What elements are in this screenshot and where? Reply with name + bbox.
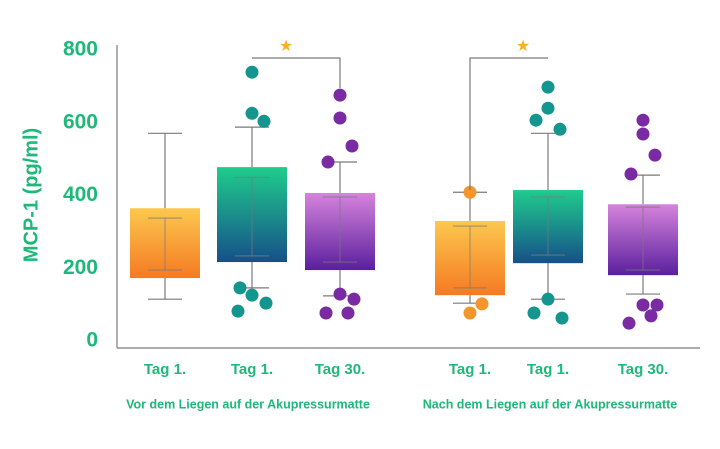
data-point [475,297,489,311]
data-point [333,111,347,125]
data-point [245,106,259,120]
data-point [463,306,477,320]
y-axis-label: MCP-1 (pg/ml) [20,128,42,262]
data-point [529,113,543,127]
data-point [347,292,361,306]
data-point [333,287,347,301]
y-tick-label: 0 [86,329,98,352]
data-point [259,296,273,310]
group-label: Nach dem Liegen auf der Akupressurmatte [423,397,678,411]
y-tick-label: 400 [63,183,98,206]
significance-star: ★ [279,38,293,55]
data-point [527,306,541,320]
x-tick-label: Tag 1. [231,361,273,378]
y-tick-label: 200 [63,256,98,279]
data-point [622,316,636,330]
y-tick-label: 800 [63,38,98,61]
data-point [624,167,638,181]
data-point [636,298,650,312]
x-tick-label: Tag 30. [315,361,366,378]
data-point [463,185,477,199]
y-tick-label: 600 [63,110,98,133]
significance-star: ★ [516,38,530,55]
data-point [345,139,359,153]
data-point [650,298,664,312]
data-point [648,148,662,162]
x-tick-label: Tag 1. [449,361,491,378]
data-point [553,122,567,136]
data-point [319,306,333,320]
data-point [321,155,335,169]
group-label: Vor dem Liegen auf der Akupressurmatte [126,397,370,411]
data-point [233,281,247,295]
data-point [541,80,555,94]
x-tick-label: Tag 1. [527,361,569,378]
data-point [555,311,569,325]
data-point [245,288,259,302]
data-point [541,292,555,306]
data-point [245,65,259,79]
bracket [469,57,548,190]
data-point [644,309,658,323]
bracket [252,57,341,88]
data-point [541,101,555,115]
x-tick-label: Tag 30. [618,361,669,378]
data-point [257,114,271,128]
data-point [333,88,347,102]
x-tick-label: Tag 1. [144,361,186,378]
data-point [636,113,650,127]
data-point [636,127,650,141]
data-point [341,306,355,320]
data-point [231,304,245,318]
